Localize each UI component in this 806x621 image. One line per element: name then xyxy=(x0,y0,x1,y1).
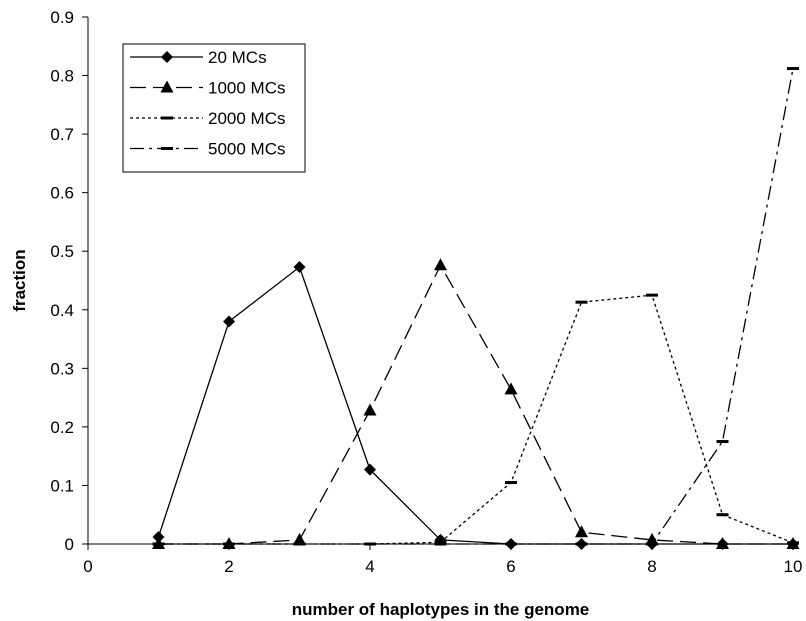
legend-item: 1000 MCs xyxy=(130,79,285,98)
data-point xyxy=(293,532,306,545)
y-tick-label: 0.8 xyxy=(50,67,74,86)
y-tick-label: 0.5 xyxy=(50,242,74,261)
data-point xyxy=(575,300,588,304)
y-axis-ticks: 0 0.1 0.2 0.3 0.4 0.5 0.6 0.7 0.8 0.9 xyxy=(50,8,88,554)
data-point xyxy=(434,540,447,544)
data-point xyxy=(363,403,377,416)
data-point xyxy=(364,463,376,476)
series-2 xyxy=(152,258,800,549)
x-tick-label: 4 xyxy=(365,557,374,576)
y-tick-label: 0.9 xyxy=(50,8,74,27)
series-1 xyxy=(152,261,799,550)
series-line xyxy=(158,294,794,545)
data-point xyxy=(646,293,658,297)
legend-label: 1000 MCs xyxy=(208,79,285,98)
data-point xyxy=(716,440,729,444)
data-point xyxy=(716,537,729,549)
series-line xyxy=(157,265,793,545)
data-point xyxy=(787,67,799,71)
legend-item: 2000 MCs xyxy=(130,109,285,128)
x-tick-label: 8 xyxy=(647,557,656,576)
y-tick-label: 0.7 xyxy=(50,125,74,144)
series-line xyxy=(158,263,793,545)
legend-marker xyxy=(161,147,173,150)
legend-marker xyxy=(161,51,173,63)
data-point xyxy=(293,261,306,274)
x-tick-label: 6 xyxy=(506,557,515,576)
y-tick-label: 0.1 xyxy=(50,476,74,495)
y-tick-label: 0.6 xyxy=(50,184,74,203)
y-axis-title: fraction xyxy=(10,249,29,311)
x-tick-label: 10 xyxy=(784,557,803,576)
legend: 20 MCs 1000 MCs 2000 MCs 5000 MCs xyxy=(122,43,306,173)
data-point xyxy=(575,525,588,538)
series-3 xyxy=(152,293,799,546)
legend-item: 5000 MCs xyxy=(130,140,285,159)
x-axis-title: number of haplotypes in the genome xyxy=(292,600,590,619)
data-point xyxy=(504,382,518,395)
legend-marker xyxy=(161,116,173,120)
data-point xyxy=(152,530,165,543)
data-point xyxy=(434,258,447,271)
x-tick-label: 0 xyxy=(83,557,92,576)
y-tick-label: 0.2 xyxy=(50,418,74,437)
legend-box xyxy=(122,43,306,173)
data-point xyxy=(716,513,729,517)
data-point xyxy=(223,315,235,328)
legend-marker xyxy=(160,80,174,93)
legend-item: 20 MCs xyxy=(130,48,267,67)
x-tick-label: 2 xyxy=(224,557,233,576)
data-point xyxy=(787,541,799,545)
y-tick-label: 0 xyxy=(65,535,74,554)
legend-label: 2000 MCs xyxy=(208,109,285,128)
y-tick-label: 0.3 xyxy=(50,359,74,378)
data-point xyxy=(505,481,517,485)
legend-label: 5000 MCs xyxy=(208,140,285,159)
legend-label: 20 MCs xyxy=(208,48,267,67)
x-axis-ticks: 0 2 4 6 8 10 xyxy=(83,544,802,576)
data-point xyxy=(645,532,659,545)
y-tick-label: 0.4 xyxy=(50,301,74,320)
